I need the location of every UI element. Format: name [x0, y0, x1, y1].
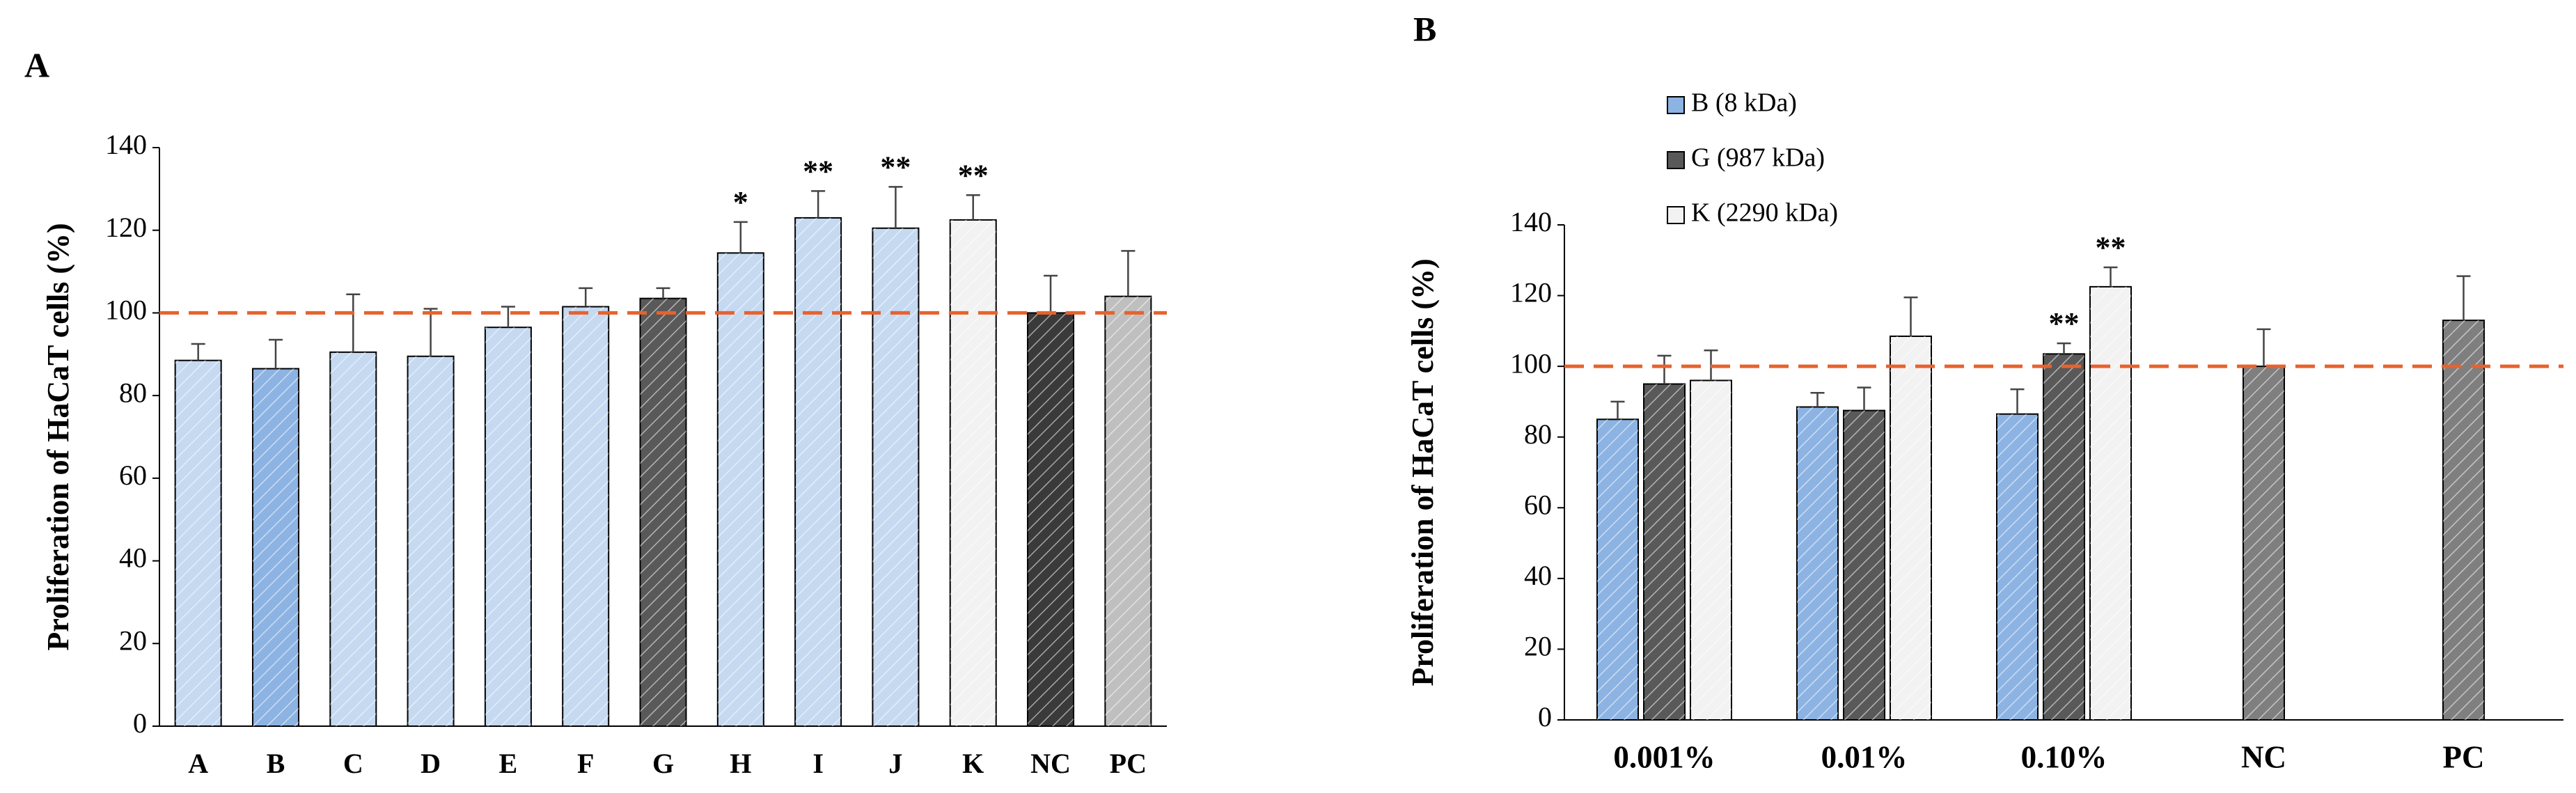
y-tick-label: 0	[133, 707, 147, 739]
legend-label: K (2290 kDa)	[1691, 198, 1838, 228]
x-tick-label: F	[577, 748, 594, 779]
bar-texture	[1997, 414, 2038, 720]
x-tick-label: H	[730, 748, 751, 779]
significance-mark: *	[733, 185, 748, 219]
bar-texture	[330, 352, 377, 726]
significance-mark: **	[958, 158, 989, 192]
y-tick-label: 80	[1524, 418, 1552, 450]
x-tick-label: PC	[1110, 748, 1147, 779]
significance-mark: **	[2096, 230, 2126, 265]
bar-texture	[1890, 336, 1931, 721]
x-tick-label: 0.001%	[1613, 739, 1715, 774]
bar-texture	[1597, 419, 1638, 720]
x-tick-label: E	[499, 748, 518, 779]
y-tick-label: 140	[105, 129, 147, 160]
bar-texture	[407, 356, 454, 727]
bar-texture	[1844, 410, 1885, 720]
bar-texture	[795, 217, 842, 727]
y-tick-label: 0	[1538, 701, 1552, 732]
y-axis-label: Proliferation of HaCaT cells (%)	[41, 223, 75, 650]
y-tick-label: 40	[119, 542, 147, 574]
bar-texture	[563, 306, 609, 726]
bar-texture	[2090, 286, 2131, 720]
x-tick-label: D	[421, 748, 441, 779]
bar-texture	[252, 368, 299, 726]
y-tick-label: 120	[1510, 277, 1552, 308]
x-tick-label: PC	[2443, 739, 2485, 774]
y-tick-label: 120	[105, 212, 147, 243]
bar-texture	[2043, 354, 2084, 720]
bar-texture	[2243, 366, 2284, 720]
significance-mark: **	[803, 154, 833, 188]
y-tick-label: 20	[119, 625, 147, 656]
panel-label: B	[1413, 9, 1436, 48]
bar-texture	[1644, 384, 1685, 720]
y-tick-label: 100	[105, 295, 147, 326]
bar-texture	[950, 219, 996, 726]
bar-texture	[640, 298, 686, 726]
x-tick-label: C	[343, 748, 363, 779]
legend-label: B (8 kDa)	[1691, 88, 1797, 118]
bar-texture	[2443, 320, 2484, 720]
panel-label: A	[24, 45, 49, 84]
x-tick-label: B	[267, 748, 285, 779]
bar-texture	[1028, 313, 1074, 726]
significance-mark: **	[2049, 306, 2080, 340]
x-tick-label: 0.01%	[1821, 739, 1908, 774]
x-tick-label: NC	[2241, 739, 2286, 774]
bar-texture	[872, 228, 919, 726]
bar-texture	[1690, 380, 1731, 720]
x-tick-label: I	[812, 748, 824, 779]
legend-label: G (987 kDa)	[1691, 143, 1825, 173]
bar-texture	[1797, 407, 1838, 720]
x-tick-label: K	[962, 748, 984, 779]
bar-texture	[1105, 296, 1152, 727]
x-tick-label: 0.10%	[2021, 739, 2107, 774]
legend-swatch	[1667, 206, 1685, 224]
y-axis-label: Proliferation of HaCaT cells (%)	[1406, 258, 1440, 686]
bar-texture	[175, 360, 221, 726]
bar-texture	[485, 327, 531, 726]
legend-swatch	[1667, 151, 1685, 169]
y-tick-label: 100	[1510, 347, 1552, 379]
x-tick-label: J	[888, 748, 902, 779]
bar-texture	[717, 253, 764, 726]
legend-swatch	[1667, 96, 1685, 114]
x-tick-label: NC	[1030, 748, 1071, 779]
y-tick-label: 60	[119, 460, 147, 491]
y-tick-label: 40	[1524, 560, 1552, 591]
y-tick-label: 140	[1510, 206, 1552, 237]
significance-mark: **	[880, 150, 911, 184]
x-tick-label: G	[652, 748, 674, 779]
y-tick-label: 20	[1524, 631, 1552, 662]
y-tick-label: 60	[1524, 489, 1552, 520]
y-tick-label: 80	[119, 377, 147, 408]
x-tick-label: A	[188, 748, 208, 779]
